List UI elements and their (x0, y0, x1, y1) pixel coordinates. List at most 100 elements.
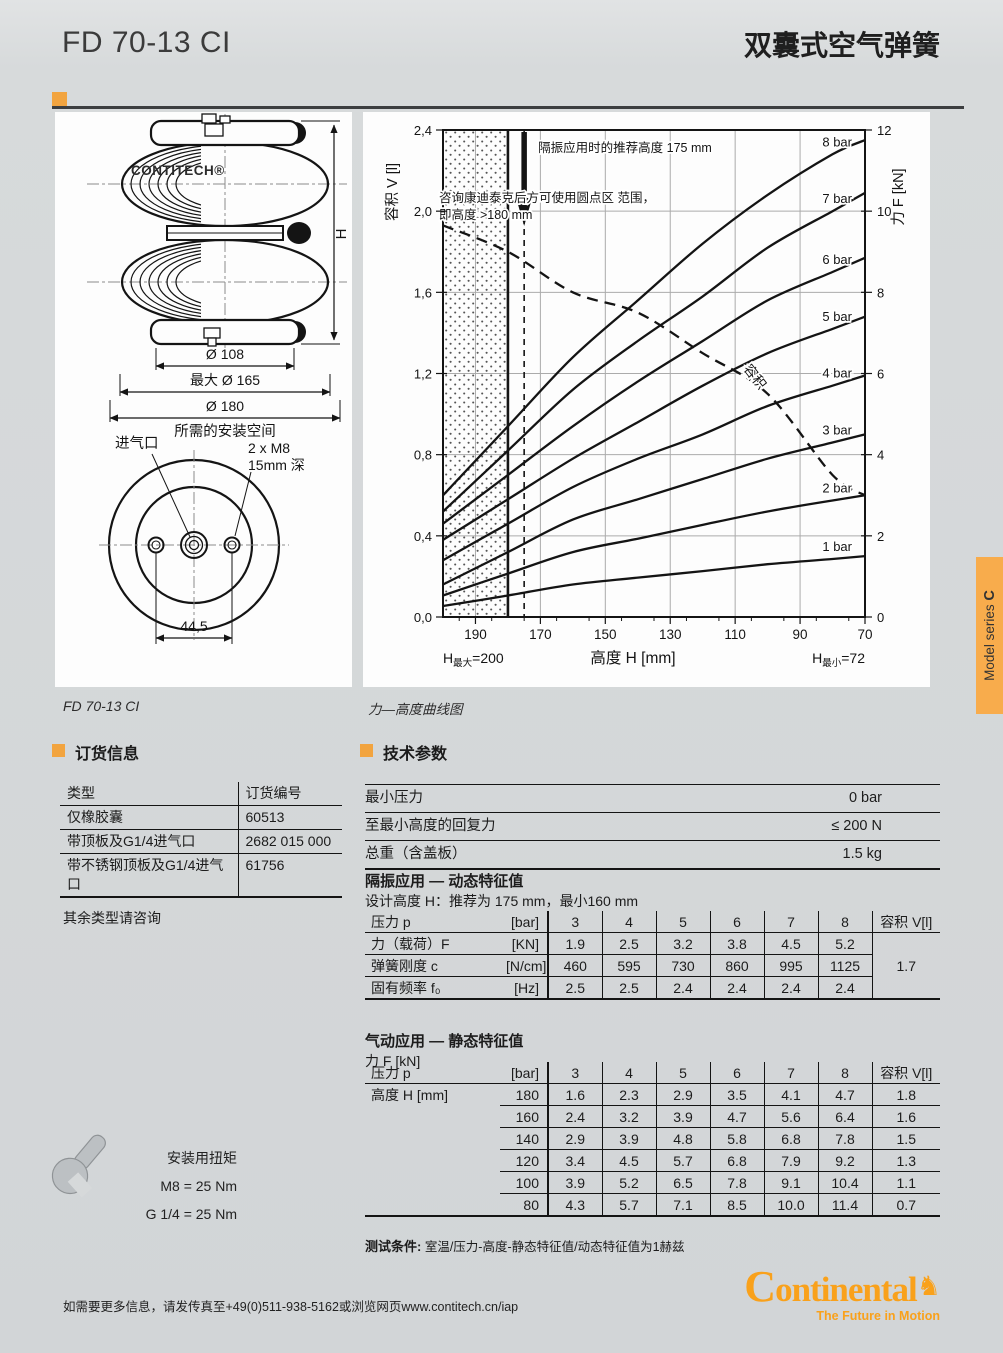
table-cell: 3 (548, 1062, 602, 1084)
test-conditions: 测试条件: 室温/压力-高度-静态特征值/动态特征值为1赫兹 (365, 1236, 685, 1255)
table-row: 力（载荷）F [KN] 1.9 2.5 3.2 3.8 4.5 5.2 1.7 (365, 932, 940, 1000)
chart-panel: 1 bar 2 bar 3 bar 4 bar 5 bar 6 bar 7 bar 8 bar… (363, 112, 930, 687)
crosshair-centerlines (99, 450, 289, 640)
table-cell: 2.5 (601, 932, 656, 955)
table-cell: 6.8 (763, 1127, 818, 1150)
pressure-curve (442, 315, 866, 541)
table-row: 带顶板及G1/4进气口 2682 015 000 (60, 829, 342, 854)
wrench-icon (51, 1134, 106, 1198)
air-inlet-label: 进气口 (115, 435, 159, 452)
ordering-table-wrap: 类型 订货编号 仅橡胶囊 60513 带顶板及G1/4进气口 2682 015 000 带不… (60, 782, 342, 898)
tick-label-left: 1,2 (414, 367, 432, 382)
tech-table: 最小压力 0 bar 至最小高度的回复力 ≤ 200 N 总重（含盖板） 1.5 kg (365, 784, 940, 870)
tech-table-wrap: 最小压力 0 bar 至最小高度的回复力 ≤ 200 N 总重（含盖板） 1.5 kg (365, 784, 940, 870)
static-table-wrap: 压力 p [bar] 3 4 5 6 7 8 容积 V[l] 高度 H [mm] 180 1.6 2.3… (365, 1062, 940, 1217)
accent-square (360, 744, 373, 757)
torque-line-g14: G 1/4 = 25 Nm (145, 1206, 237, 1222)
table-cell: 7.1 (655, 1193, 710, 1217)
table-row: 140 2.9 3.9 4.8 5.8 6.8 7.8 1.5 (365, 1127, 940, 1150)
tick-label-left: 1,6 (414, 285, 432, 300)
lobe-centerlines (87, 183, 347, 283)
table-cell: 1.8 (871, 1083, 940, 1106)
dynamic-title: 隔振应用 — 动态特征值 (365, 873, 524, 890)
pressure-curve (442, 433, 866, 586)
spacing-label: 44,5 (180, 618, 207, 634)
ordering-note: 其余类型请咨询 (63, 910, 161, 926)
table-cell: 5 (655, 911, 710, 933)
curve-label: 8 bar (822, 134, 852, 149)
table-cell: 4.1 (763, 1083, 818, 1106)
table-cell: 1.5 kg (695, 840, 940, 870)
bottom-view: 进气口 2 x M8 15mm 深 44,5 (99, 435, 305, 644)
table-cell: 6.8 (709, 1149, 764, 1172)
pressure-curve (442, 256, 866, 525)
ordering-table: 类型 订货编号 仅橡胶囊 60513 带顶板及G1/4进气口 2682 015 000 带不… (60, 782, 342, 898)
table-cell: 3.2 (655, 932, 710, 955)
table-cell: 3.2 (601, 1105, 656, 1128)
bolt-spec-label-2: 15mm 深 (248, 457, 305, 473)
install-space-label: 所需的安装空间 (174, 423, 276, 440)
table-cell: 4.5 (601, 1149, 656, 1172)
table-cell: 4.7 (709, 1105, 764, 1128)
table-cell: [KN] (500, 932, 549, 955)
curve-label: 7 bar (822, 191, 852, 206)
table-cell: 仅橡胶囊 (60, 805, 238, 830)
table-cell: 7.9 (763, 1149, 818, 1172)
h-extension-lines (301, 120, 340, 345)
table-row: 高度 H [mm] 180 1.6 2.3 2.9 3.5 4.1 4.7 1.8 (365, 1083, 940, 1217)
tick-label-left: 0,4 (414, 529, 432, 544)
table-cell: 7 (763, 911, 818, 933)
table-cell: 7.8 (709, 1171, 764, 1194)
table-row: 压力 p [bar] 3 4 5 6 7 8 容积 V[l] (365, 1062, 940, 1084)
table-cell: 3.4 (548, 1149, 602, 1172)
table-cell: 100 (500, 1171, 549, 1194)
torque-line-m8: M8 = 25 Nm (160, 1178, 237, 1194)
force-height-chart: 1 bar 2 bar 3 bar 4 bar 5 bar 6 bar 7 bar 8 bar… (384, 123, 907, 669)
tick-label-right: 4 (877, 448, 884, 463)
chart-caption: 力—高度曲线图 (368, 702, 463, 717)
table-cell: [Hz] (500, 976, 549, 1000)
table-cell: 带顶板及G1/4进气口 (60, 829, 238, 854)
tick-label-bottom: 150 (594, 627, 617, 642)
ordering-heading: 订货信息 (75, 746, 140, 763)
table-cell: 2.4 (763, 976, 818, 1000)
tick-label-left: 2,0 (414, 204, 432, 219)
table-cell: 6.5 (655, 1171, 710, 1194)
table-row: 固有频率 f₀ [Hz] 2.5 2.5 2.4 2.4 2.4 2.4 (365, 976, 940, 1000)
tick-label-bottom: 90 (793, 627, 808, 642)
model-series-tab: Model series C (976, 557, 1003, 714)
table-row: 80 4.3 5.7 7.1 8.5 10.0 11.4 0.7 (365, 1193, 940, 1217)
tick-label-right: 10 (877, 204, 891, 219)
table-row: 160 2.4 3.2 3.9 4.7 5.6 6.4 1.6 (365, 1105, 940, 1128)
table-cell: [N/cm] (500, 954, 549, 977)
dia165-label: 最大 Ø 165 (190, 372, 260, 388)
h-dim-label: H (333, 229, 350, 240)
spacing-ext (155, 553, 233, 644)
table-row: 带不锈钢顶板及G1/4进气口 61756 (60, 853, 342, 898)
table-cell: 3.9 (601, 1127, 656, 1150)
tick-label-right: 2 (877, 529, 884, 544)
tick-label-bottom: 110 (724, 627, 746, 642)
page-title: 双囊式空气弹簧 (743, 30, 940, 61)
table-cell: 1.3 (871, 1149, 940, 1172)
continental-wordmark: Continental♞ (744, 1262, 941, 1311)
table-cell: 80 (500, 1193, 549, 1217)
model-series-label: Model series C (982, 590, 998, 681)
volume-curve-label: 容积 (741, 361, 770, 392)
table-cell: 5 (655, 1062, 710, 1084)
table-cell: 2.5 (548, 976, 602, 1000)
table-cell: 容积 V[l] (871, 911, 940, 933)
table-row: 最小压力 0 bar (365, 784, 940, 813)
table-cell: 8 (817, 911, 872, 933)
pressure-curve (442, 554, 866, 608)
table-row: 弹簧刚度 c [N/cm] 460 595 730 860 995 1125 (365, 954, 940, 977)
table-cell: 力（载荷）F (365, 932, 500, 955)
table-cell: 弹簧刚度 c (365, 954, 500, 977)
volume-curve (442, 224, 866, 497)
tick-label-bottom: 190 (464, 627, 487, 642)
table-cell: 4.7 (817, 1083, 872, 1106)
air-inlet-leader (151, 453, 191, 538)
air-inlet-center (188, 539, 200, 551)
annotation-recommended: 隔振应用时的推荐高度 175 mm (538, 140, 712, 155)
table-cell: 995 (763, 954, 818, 977)
